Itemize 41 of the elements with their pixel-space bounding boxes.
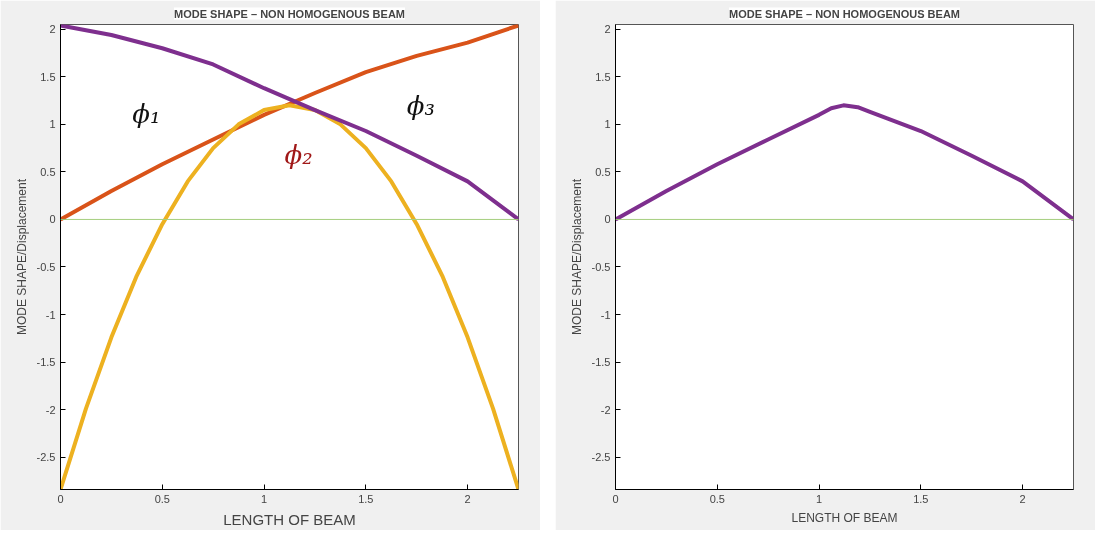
y-tick-label: 1 <box>604 118 611 131</box>
x-tick-label: 1.5 <box>913 492 929 505</box>
y-tick-label: -2.5 <box>36 451 56 464</box>
x-axis-title: LENGTH OF BEAM <box>791 510 898 525</box>
y-tick-label: -2 <box>600 403 611 416</box>
y-tick-label: 0 <box>604 213 611 226</box>
series-label: ϕ₃ <box>406 90 435 121</box>
x-tick-label: 0.5 <box>709 492 725 505</box>
x-tick-label: 0 <box>57 492 64 505</box>
x-axis-title: LENGTH OF BEAM <box>223 510 356 528</box>
x-tick-label: 0.5 <box>154 492 170 505</box>
y-tick-label: 0.5 <box>595 165 611 178</box>
chart-title: MODE SHAPE – NON HOMOGENOUS BEAM <box>173 7 406 20</box>
y-tick-label: 1 <box>49 118 56 131</box>
x-tick-label: 1 <box>816 492 823 505</box>
y-tick-label: 0.5 <box>40 165 56 178</box>
series-label: ϕ₂ <box>284 140 313 171</box>
y-tick-label: -1 <box>45 308 56 321</box>
chart-title: MODE SHAPE – NON HOMOGENOUS BEAM <box>728 7 961 20</box>
y-tick-label: 1.5 <box>595 70 611 83</box>
y-tick-label: -2 <box>45 403 56 416</box>
y-axis-title: MODE SHAPE/Displacement <box>14 178 29 336</box>
y-tick-label: 2 <box>49 23 56 36</box>
series-label: ϕ₁ <box>132 99 161 130</box>
y-tick-label: 0 <box>49 213 56 226</box>
y-tick-label: -1.5 <box>591 356 611 369</box>
y-tick-label: -2.5 <box>591 451 611 464</box>
x-tick-label: 1 <box>261 492 268 505</box>
line-series <box>60 24 519 222</box>
y-tick-label: -0.5 <box>36 260 56 273</box>
y-axis-title: MODE SHAPE/Displacement <box>569 178 584 336</box>
y-tick-label: -1 <box>600 308 611 321</box>
x-tick-label: 0 <box>612 492 619 505</box>
y-tick-label: 1.5 <box>40 70 56 83</box>
y-tick-label: -0.5 <box>591 260 611 273</box>
x-tick-label: 2 <box>1019 492 1026 505</box>
line-series <box>615 103 1074 222</box>
x-tick-label: 2 <box>464 492 471 505</box>
y-tick-label: -1.5 <box>36 356 56 369</box>
x-tick-label: 1.5 <box>358 492 374 505</box>
y-tick-label: 2 <box>604 23 611 36</box>
